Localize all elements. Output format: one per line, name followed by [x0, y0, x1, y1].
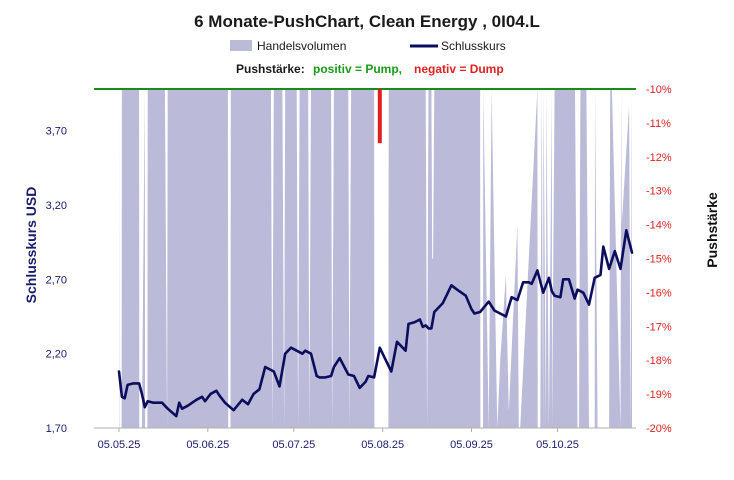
legend-label-close: Schlusskurs	[441, 39, 506, 53]
push-legend-negative: negativ = Dump	[414, 62, 504, 76]
volume-area-layer	[119, 89, 632, 428]
axis-layer: 1,70 2,20 2,70 3,20 3,70 -10% -11% -12% -13% -14%…	[46, 84, 672, 451]
x-tick-label-1: 05.06.25	[186, 439, 229, 451]
legend-label-volume: Handelsvolumen	[257, 39, 346, 53]
x-tick-label-2: 05.07.25	[272, 439, 315, 451]
y-tick-left-2: 2,70	[46, 274, 67, 286]
y-tick-right-8: -18%	[646, 355, 672, 367]
y-tick-right-7: -17%	[646, 321, 672, 333]
x-tick-label-0: 05.05.25	[98, 439, 141, 451]
push-bar-0	[377, 89, 382, 144]
legend-swatch-volume	[230, 40, 252, 51]
y-tick-left-3: 3,20	[46, 200, 67, 212]
close-price-line	[117, 229, 634, 418]
y-tick-left-1: 2,20	[46, 349, 67, 361]
y-tick-right-4: -14%	[646, 220, 672, 232]
y-tick-right-6: -16%	[646, 287, 672, 299]
x-tick-label-4: 05.09.25	[450, 439, 493, 451]
y-tick-right-1: -11%	[646, 118, 671, 130]
push-legend-prefix: Pushstärke:	[236, 62, 305, 76]
close-line-layer	[117, 229, 634, 418]
chart-title: 6 Monate-PushChart, Clean Energy , 0I04.…	[194, 12, 540, 31]
x-tick-label-3: 05.08.25	[361, 439, 404, 451]
y-tick-left-4: 3,70	[46, 126, 67, 138]
y-axis-title-right: Pushstärke	[704, 192, 720, 268]
y-tick-right-5: -15%	[646, 254, 672, 266]
push-bar-layer	[377, 89, 382, 144]
y-tick-left-0: 1,70	[46, 423, 67, 435]
y-tick-right-0: -10%	[646, 84, 672, 96]
y-tick-right-10: -20%	[646, 423, 672, 435]
y-tick-right-3: -13%	[646, 186, 672, 198]
y-tick-right-2: -12%	[646, 152, 672, 164]
y-tick-right-9: -19%	[646, 389, 672, 401]
push-legend-positive: positiv = Pump,	[313, 62, 402, 76]
volume-area	[119, 89, 632, 428]
x-tick-label-5: 05.10.25	[536, 439, 579, 451]
y-axis-title-left: Schlusskurs USD	[23, 187, 39, 304]
